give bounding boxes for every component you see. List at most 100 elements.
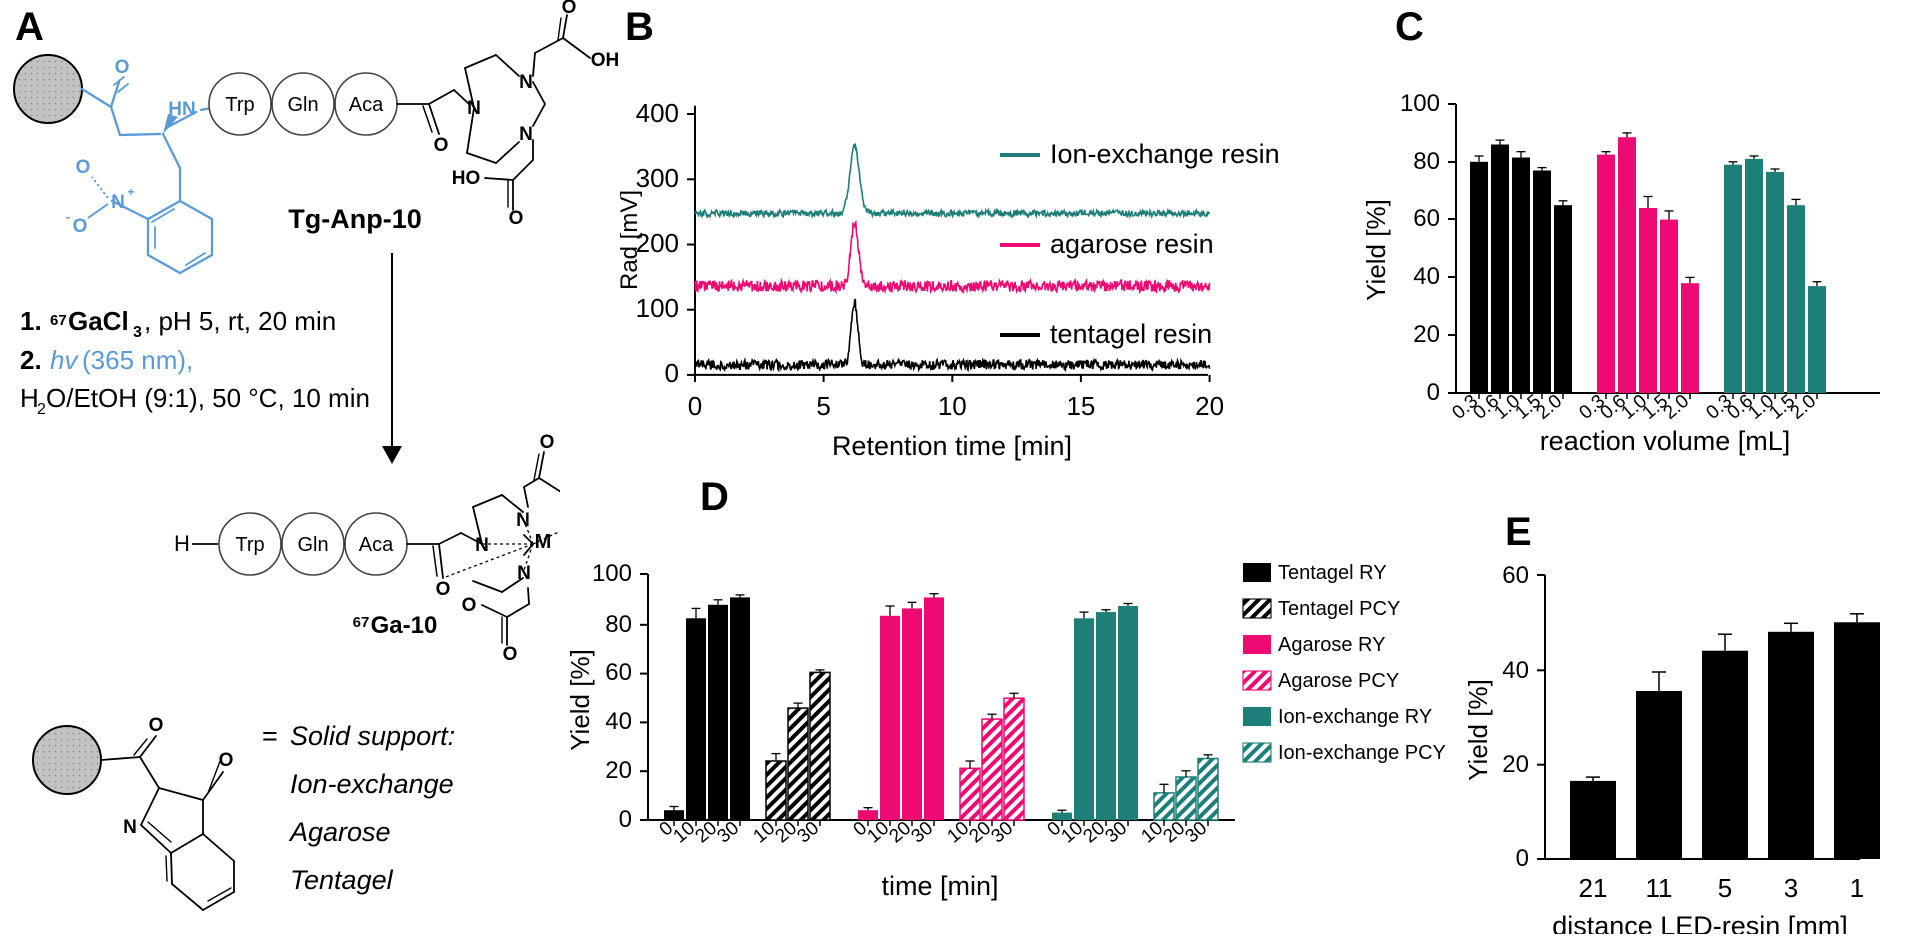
svg-text:100: 100	[592, 560, 632, 587]
svg-text:20: 20	[1195, 391, 1224, 421]
svg-text:100: 100	[1400, 90, 1440, 117]
svg-text:O: O	[149, 715, 164, 736]
svg-text:40: 40	[1413, 263, 1440, 290]
svg-text:0: 0	[1427, 379, 1440, 406]
svg-text:O: O	[503, 644, 518, 665]
svg-text:OH: OH	[591, 50, 620, 71]
svg-text:2.0: 2.0	[1532, 391, 1566, 424]
svg-text:N: N	[519, 124, 533, 145]
svg-text:Agarose: Agarose	[288, 817, 391, 847]
svg-text:C: C	[1395, 5, 1424, 49]
svg-text:GaCl: GaCl	[68, 306, 129, 336]
svg-text:O: O	[462, 595, 477, 616]
svg-text:O/EtOH (9:1), 50 °C, 10 min: O/EtOH (9:1), 50 °C, 10 min	[46, 383, 370, 413]
svg-text:distance LED-resin [mm]: distance LED-resin [mm]	[1552, 911, 1848, 934]
svg-text:tentagel resin: tentagel resin	[1050, 319, 1212, 349]
svg-text:Rad [mV]: Rad [mV]	[620, 190, 643, 290]
svg-text:20: 20	[1502, 751, 1529, 778]
svg-text:=: =	[262, 721, 278, 751]
svg-text:2.0: 2.0	[1786, 391, 1820, 424]
svg-text:O: O	[562, 0, 577, 18]
svg-text:N: N	[475, 535, 489, 556]
svg-text:Ion-exchange: Ion-exchange	[290, 769, 454, 799]
svg-text:N: N	[467, 98, 481, 119]
svg-text:Ion-exchange RY: Ion-exchange RY	[1278, 706, 1432, 728]
svg-text:Agarose RY: Agarose RY	[1278, 634, 1385, 656]
svg-text:O: O	[436, 579, 451, 600]
svg-text:80: 80	[605, 611, 632, 638]
svg-text:Tg-Anp-10: Tg-Anp-10	[288, 204, 421, 234]
svg-text:M: M	[535, 531, 552, 553]
svg-text:A: A	[15, 5, 44, 49]
svg-text:Retention time [min]: Retention time [min]	[832, 431, 1072, 461]
svg-text:H: H	[20, 383, 39, 413]
svg-text:H: H	[174, 531, 190, 556]
svg-text:1.: 1.	[20, 306, 42, 336]
svg-text:Tentagel RY: Tentagel RY	[1278, 562, 1387, 584]
svg-text:3: 3	[133, 324, 142, 341]
svg-text:2: 2	[37, 401, 46, 418]
svg-text:Ion-exchange PCY: Ion-exchange PCY	[1278, 742, 1446, 764]
svg-text:Trp: Trp	[225, 94, 254, 116]
svg-text:-: -	[66, 209, 70, 224]
svg-text:D: D	[700, 475, 729, 519]
svg-text:60: 60	[1502, 562, 1529, 589]
svg-text:1: 1	[1850, 873, 1864, 903]
svg-text:O: O	[219, 750, 234, 771]
svg-text:Tentagel PCY: Tentagel PCY	[1278, 598, 1400, 620]
svg-text:67: 67	[353, 614, 370, 631]
svg-text:0: 0	[665, 358, 679, 388]
svg-text:Yield [%]: Yield [%]	[1361, 199, 1391, 301]
svg-text:Trp: Trp	[235, 534, 264, 556]
svg-text:40: 40	[605, 708, 632, 735]
svg-text:(365 nm),: (365 nm),	[82, 345, 193, 375]
svg-text:0: 0	[619, 806, 632, 833]
svg-text:O: O	[73, 216, 88, 237]
svg-text:0: 0	[688, 391, 702, 421]
svg-text:100: 100	[636, 293, 679, 323]
svg-text:Ion-exchange resin: Ion-exchange resin	[1050, 139, 1280, 169]
svg-text:10: 10	[938, 391, 967, 421]
svg-text:3: 3	[1784, 873, 1798, 903]
svg-text:Yield [%]: Yield [%]	[1463, 679, 1493, 781]
svg-text:agarose resin: agarose resin	[1050, 229, 1214, 259]
svg-text:40: 40	[1502, 657, 1529, 684]
svg-text:2.0: 2.0	[1659, 391, 1693, 424]
svg-text:300: 300	[636, 163, 679, 193]
svg-text:O: O	[434, 135, 449, 156]
svg-text:O: O	[540, 432, 555, 453]
svg-text:Gln: Gln	[297, 534, 328, 556]
svg-text:+: +	[127, 185, 134, 199]
svg-text:5: 5	[816, 391, 830, 421]
svg-text:N: N	[519, 72, 533, 93]
svg-text:20: 20	[1413, 321, 1440, 348]
svg-text:Agarose PCY: Agarose PCY	[1278, 670, 1399, 692]
svg-text:60: 60	[605, 659, 632, 686]
svg-text:N: N	[123, 817, 137, 838]
svg-text:15: 15	[1066, 391, 1095, 421]
svg-text:O: O	[76, 157, 91, 178]
svg-text:E: E	[1505, 510, 1532, 554]
svg-text:2.: 2.	[20, 345, 42, 375]
svg-text:HO: HO	[452, 168, 481, 189]
svg-text:400: 400	[636, 98, 679, 128]
svg-text:5: 5	[1718, 873, 1732, 903]
svg-text:Ga-10: Ga-10	[371, 612, 438, 639]
svg-text:N: N	[111, 192, 125, 213]
svg-text:N: N	[517, 563, 531, 584]
svg-text:0: 0	[1516, 845, 1529, 872]
svg-text:Aca: Aca	[359, 534, 394, 556]
svg-text:60: 60	[1413, 205, 1440, 232]
svg-text:21: 21	[1579, 873, 1608, 903]
svg-text:20: 20	[605, 757, 632, 784]
svg-text:hv: hv	[50, 345, 79, 375]
svg-text:N: N	[516, 510, 530, 531]
svg-text:time [min]: time [min]	[881, 871, 998, 901]
svg-text:67: 67	[50, 312, 67, 329]
svg-text:, pH 5, rt, 20 min: , pH 5, rt, 20 min	[144, 306, 336, 336]
svg-text:Tentagel: Tentagel	[290, 865, 394, 895]
svg-text:reaction volume [mL]: reaction volume [mL]	[1540, 426, 1791, 456]
svg-text:B: B	[625, 5, 654, 49]
svg-text:11: 11	[1646, 873, 1673, 903]
svg-text:O: O	[115, 57, 130, 78]
